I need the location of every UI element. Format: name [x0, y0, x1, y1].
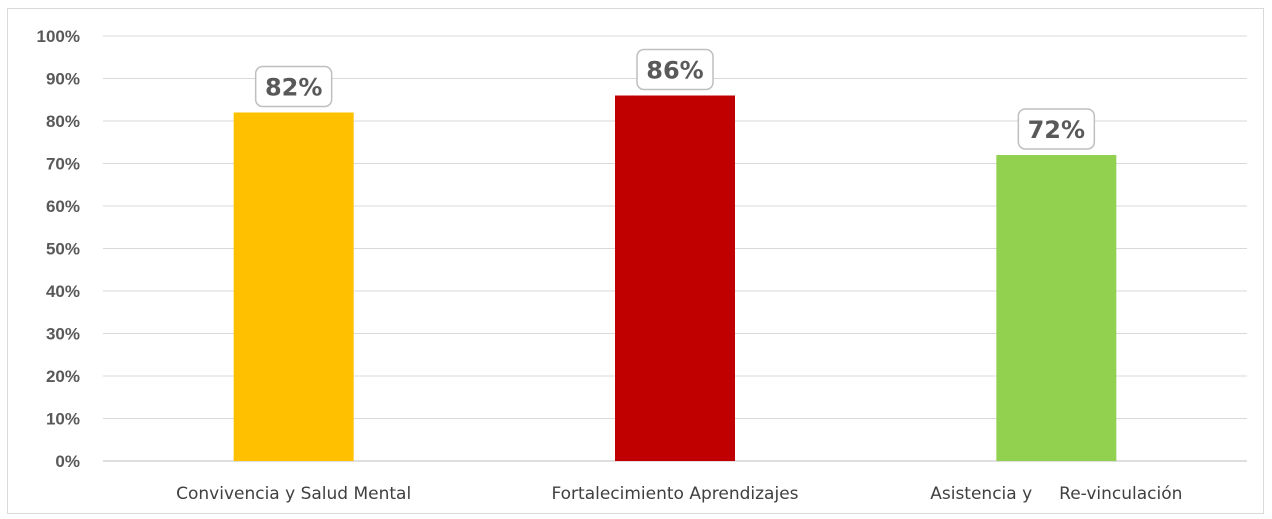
y-tick-label: 60% [46, 197, 80, 216]
data-label-box [254, 65, 333, 108]
y-tick-label: 10% [46, 410, 80, 429]
x-tick-label: Convivencia y Salud Mental [176, 484, 411, 504]
data-label: 82% [265, 74, 322, 102]
bar [996, 155, 1117, 461]
x-tick-label: Asistencia y Re-vinculación [930, 484, 1182, 504]
data-labels: 82% 86% 72% [254, 48, 1096, 150]
y-tick-label: 70% [46, 155, 80, 174]
bars [233, 95, 1117, 461]
y-tick-label: 20% [46, 367, 80, 386]
y-tick-label: 50% [46, 240, 80, 259]
x-axis: Convivencia y Salud Mental Fortalecimient… [176, 484, 1182, 504]
data-label-box [636, 48, 714, 91]
bar [233, 112, 354, 461]
y-axis: 0% 10% 20% 30% 40% 50% 60% 70% 80% 90% 100% [37, 27, 80, 471]
bar [615, 95, 735, 461]
y-tick-label: 90% [46, 70, 80, 89]
y-tick-label: 30% [46, 325, 80, 344]
y-tick-label: 80% [46, 112, 80, 131]
data-label-box [1017, 108, 1096, 150]
x-tick-label: Fortalecimiento Aprendizajes [551, 484, 798, 504]
data-label: 86% [646, 57, 703, 85]
y-tick-label: 0% [55, 452, 80, 471]
data-label: 72% [1028, 116, 1085, 144]
y-tick-label: 100% [37, 27, 80, 46]
y-tick-label: 40% [46, 282, 80, 301]
